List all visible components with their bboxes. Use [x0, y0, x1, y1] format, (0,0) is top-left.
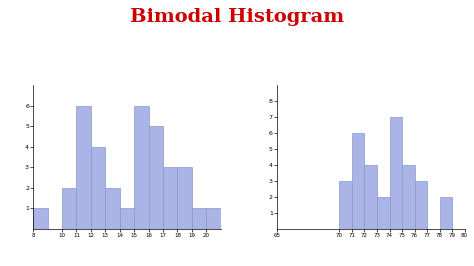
Bar [206, 208, 221, 229]
Bar [33, 208, 47, 229]
Bar [120, 208, 134, 229]
Bar [177, 167, 192, 229]
Bar [352, 133, 365, 229]
Text: Bimodal Histogram: Bimodal Histogram [130, 8, 344, 26]
Bar [76, 106, 91, 229]
Bar [105, 188, 120, 229]
Bar [339, 181, 352, 229]
Bar [402, 165, 414, 229]
Bar [365, 165, 377, 229]
Bar [192, 208, 206, 229]
Bar [377, 197, 390, 229]
Bar [91, 147, 105, 229]
Bar [414, 181, 427, 229]
Bar [390, 117, 402, 229]
Bar [148, 126, 163, 229]
Bar [163, 167, 177, 229]
Bar [62, 188, 76, 229]
Bar [439, 197, 452, 229]
Bar [134, 106, 148, 229]
